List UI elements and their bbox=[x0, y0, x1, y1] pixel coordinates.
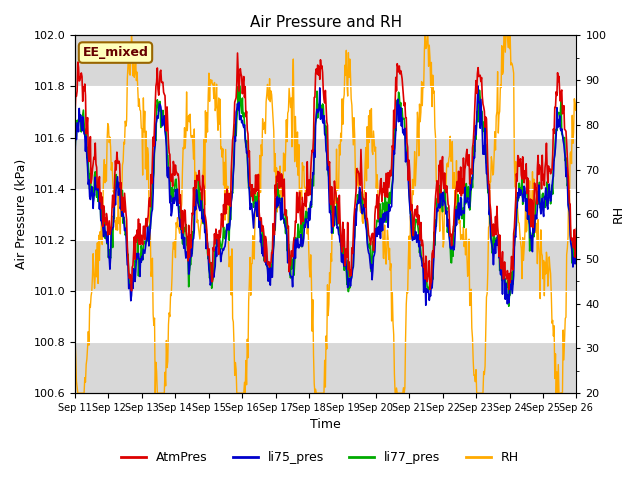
Legend: AtmPres, li75_pres, li77_pres, RH: AtmPres, li75_pres, li77_pres, RH bbox=[116, 446, 524, 469]
Text: EE_mixed: EE_mixed bbox=[83, 46, 148, 59]
Bar bbox=[75, 138, 577, 189]
Y-axis label: Air Pressure (kPa): Air Pressure (kPa) bbox=[15, 159, 28, 269]
Y-axis label: RH: RH bbox=[612, 205, 625, 223]
X-axis label: Time: Time bbox=[310, 419, 341, 432]
Bar bbox=[75, 36, 577, 86]
Bar bbox=[75, 342, 577, 393]
Title: Air Pressure and RH: Air Pressure and RH bbox=[250, 15, 402, 30]
Bar bbox=[75, 240, 577, 291]
